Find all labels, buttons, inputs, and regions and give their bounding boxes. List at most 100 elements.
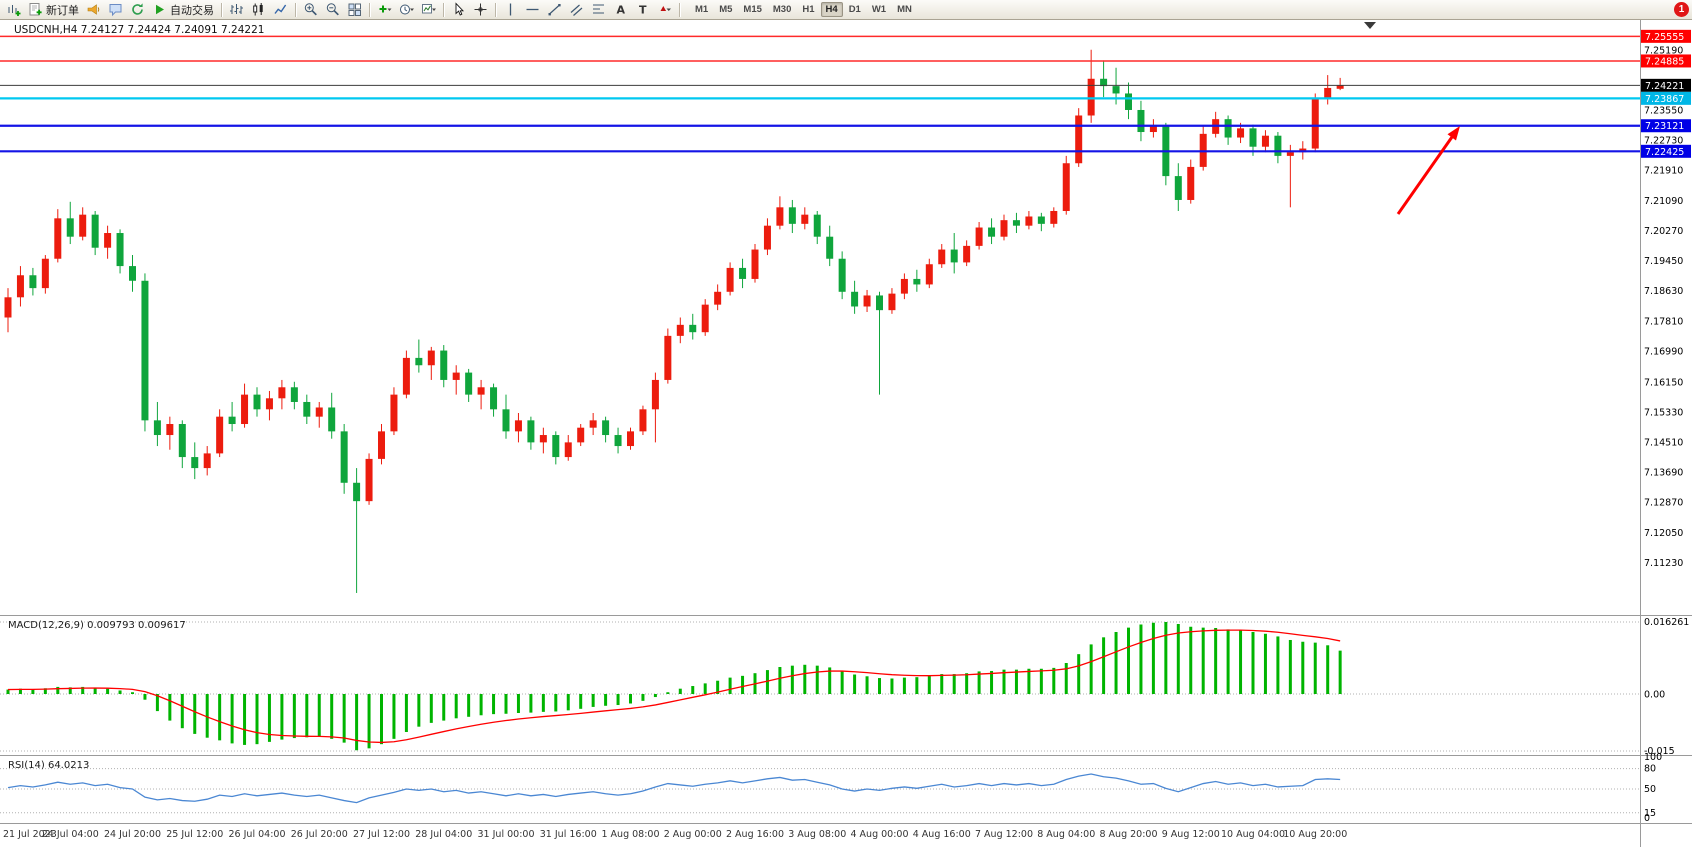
trendline-button[interactable] [544, 1, 565, 19]
svg-text:8 Aug 04:00: 8 Aug 04:00 [1037, 829, 1095, 840]
new-order-icon [29, 3, 42, 16]
timeframe-m15[interactable]: M15 [743, 4, 762, 15]
svg-text:24 Jul 04:00: 24 Jul 04:00 [42, 829, 99, 840]
periods-button[interactable] [396, 1, 417, 19]
timeframe-m30[interactable]: M30 [772, 4, 792, 15]
rsi-label: RSI(14) 64.0213 [8, 760, 89, 771]
svg-text:0: 0 [1644, 813, 1650, 824]
toolbar-separator [369, 2, 370, 17]
svg-text:80: 80 [1644, 764, 1656, 775]
svg-text:7.23867: 7.23867 [1645, 94, 1684, 105]
template-icon [422, 4, 436, 14]
chart-title: USDCNH,H4 7.24127 7.24424 7.24091 7.2422… [14, 24, 264, 36]
svg-text:26 Jul 04:00: 26 Jul 04:00 [229, 829, 286, 840]
timeframe-d1[interactable]: D1 [848, 4, 861, 15]
price-tag [1641, 119, 1691, 133]
svg-text:7.21910: 7.21910 [1644, 166, 1683, 177]
alerts-button[interactable] [83, 1, 104, 19]
chat-button[interactable] [105, 1, 126, 19]
text-button[interactable]: A [610, 1, 631, 19]
svg-text:7.16150: 7.16150 [1644, 377, 1683, 388]
toolbar: 新订单 自动交易 A T M1 M5 M15 M30 H1 H4 D1 W1 M… [0, 0, 1692, 20]
svg-text:2 Aug 16:00: 2 Aug 16:00 [726, 829, 784, 840]
channel-icon [570, 4, 583, 16]
templates-button[interactable] [418, 1, 439, 19]
community-button[interactable] [127, 1, 148, 19]
horizontal-line-icon [526, 8, 539, 11]
toolbar-separator [679, 2, 680, 17]
zoom-in-button[interactable] [300, 1, 321, 19]
svg-text:28 Jul 04:00: 28 Jul 04:00 [415, 829, 472, 840]
svg-text:15: 15 [1644, 808, 1656, 819]
svg-text:7.24221: 7.24221 [1645, 81, 1684, 92]
text-label-button[interactable]: T [632, 1, 653, 19]
svg-text:26 Jul 20:00: 26 Jul 20:00 [291, 829, 348, 840]
chat-bubble-icon [109, 4, 122, 17]
svg-text:0.00: 0.00 [1644, 690, 1665, 701]
svg-text:25 Jul 12:00: 25 Jul 12:00 [166, 829, 223, 840]
tile-windows-icon [348, 3, 361, 16]
vertical-line-icon [509, 3, 512, 16]
cursor-button[interactable] [448, 1, 469, 19]
candle-chart-icon [253, 3, 263, 16]
line-chart-button[interactable] [270, 1, 291, 19]
svg-text:1 Aug 08:00: 1 Aug 08:00 [601, 829, 659, 840]
vertical-line-button[interactable] [500, 1, 521, 19]
arrow-shapes-button[interactable] [654, 1, 675, 19]
toolbar-separator [443, 2, 444, 17]
rsi-line [7, 773, 1341, 804]
channel-button[interactable] [566, 1, 587, 19]
bar-chart-button[interactable] [226, 1, 247, 19]
toolbar-separator [221, 2, 222, 17]
horizontal-line-button[interactable] [522, 1, 543, 19]
svg-text:50: 50 [1644, 784, 1656, 795]
timeframe-m5[interactable]: M5 [719, 4, 733, 15]
refresh-icon [132, 3, 143, 15]
indicators-button[interactable] [374, 1, 395, 19]
autotrading-label: 自动交易 [170, 4, 214, 17]
svg-text:7.12050: 7.12050 [1644, 528, 1683, 539]
horn-icon [87, 4, 100, 15]
svg-text:7 Aug 12:00: 7 Aug 12:00 [975, 829, 1033, 840]
timeframe-h1[interactable]: H1 [802, 4, 815, 15]
svg-text:8 Aug 20:00: 8 Aug 20:00 [1099, 829, 1157, 840]
chart-shift-marker[interactable] [1364, 22, 1376, 29]
timeframe-mn[interactable]: MN [897, 4, 912, 15]
text-label-icon: T [639, 4, 647, 17]
svg-text:7.16990: 7.16990 [1644, 346, 1683, 357]
svg-text:2 Aug 00:00: 2 Aug 00:00 [664, 829, 722, 840]
svg-text:10 Aug 04:00: 10 Aug 04:00 [1221, 829, 1285, 840]
candlestick-series [4, 49, 1344, 593]
timeframe-m1[interactable]: M1 [695, 4, 709, 15]
arrow-annotation[interactable] [1396, 126, 1460, 215]
trendline-icon [548, 4, 561, 16]
candle-chart-button[interactable] [248, 1, 269, 19]
clock-icon [400, 4, 414, 15]
new-chart-button[interactable] [3, 1, 24, 19]
timeframe-h4[interactable]: H4 [820, 2, 843, 17]
new-order-button[interactable]: 新订单 [25, 1, 82, 19]
fibonacci-button[interactable] [588, 1, 609, 19]
price-tag [1641, 144, 1691, 158]
price-axis-labels: 7.25190 7.23550 7.22730 7.21910 7.21090 7.202… [1644, 45, 1683, 569]
svg-text:24 Jul 20:00: 24 Jul 20:00 [104, 829, 161, 840]
play-icon [156, 4, 164, 15]
macd-label: MACD(12,26,9) 0.009793 0.009617 [8, 620, 186, 631]
svg-text:9 Aug 12:00: 9 Aug 12:00 [1162, 829, 1220, 840]
svg-text:100: 100 [1644, 752, 1662, 763]
svg-text:7.18630: 7.18630 [1644, 286, 1683, 297]
price-tag [1641, 78, 1691, 92]
arrow-shapes-icon [660, 6, 671, 11]
cursor-icon [455, 2, 465, 16]
zoom-out-button[interactable] [322, 1, 343, 19]
timeframe-w1[interactable]: W1 [871, 4, 887, 15]
autotrading-button[interactable]: 自动交易 [149, 1, 217, 19]
notification-icon[interactable]: 1 [1674, 2, 1689, 17]
tile-windows-button[interactable] [344, 1, 365, 19]
crosshair-button[interactable] [470, 1, 491, 19]
svg-text:7.23550: 7.23550 [1644, 105, 1683, 116]
svg-text:10 Aug 20:00: 10 Aug 20:00 [1283, 829, 1347, 840]
macd-panel: MACD(12,26,9) 0.009793 0.009617 0.016261 0… [0, 617, 1689, 757]
